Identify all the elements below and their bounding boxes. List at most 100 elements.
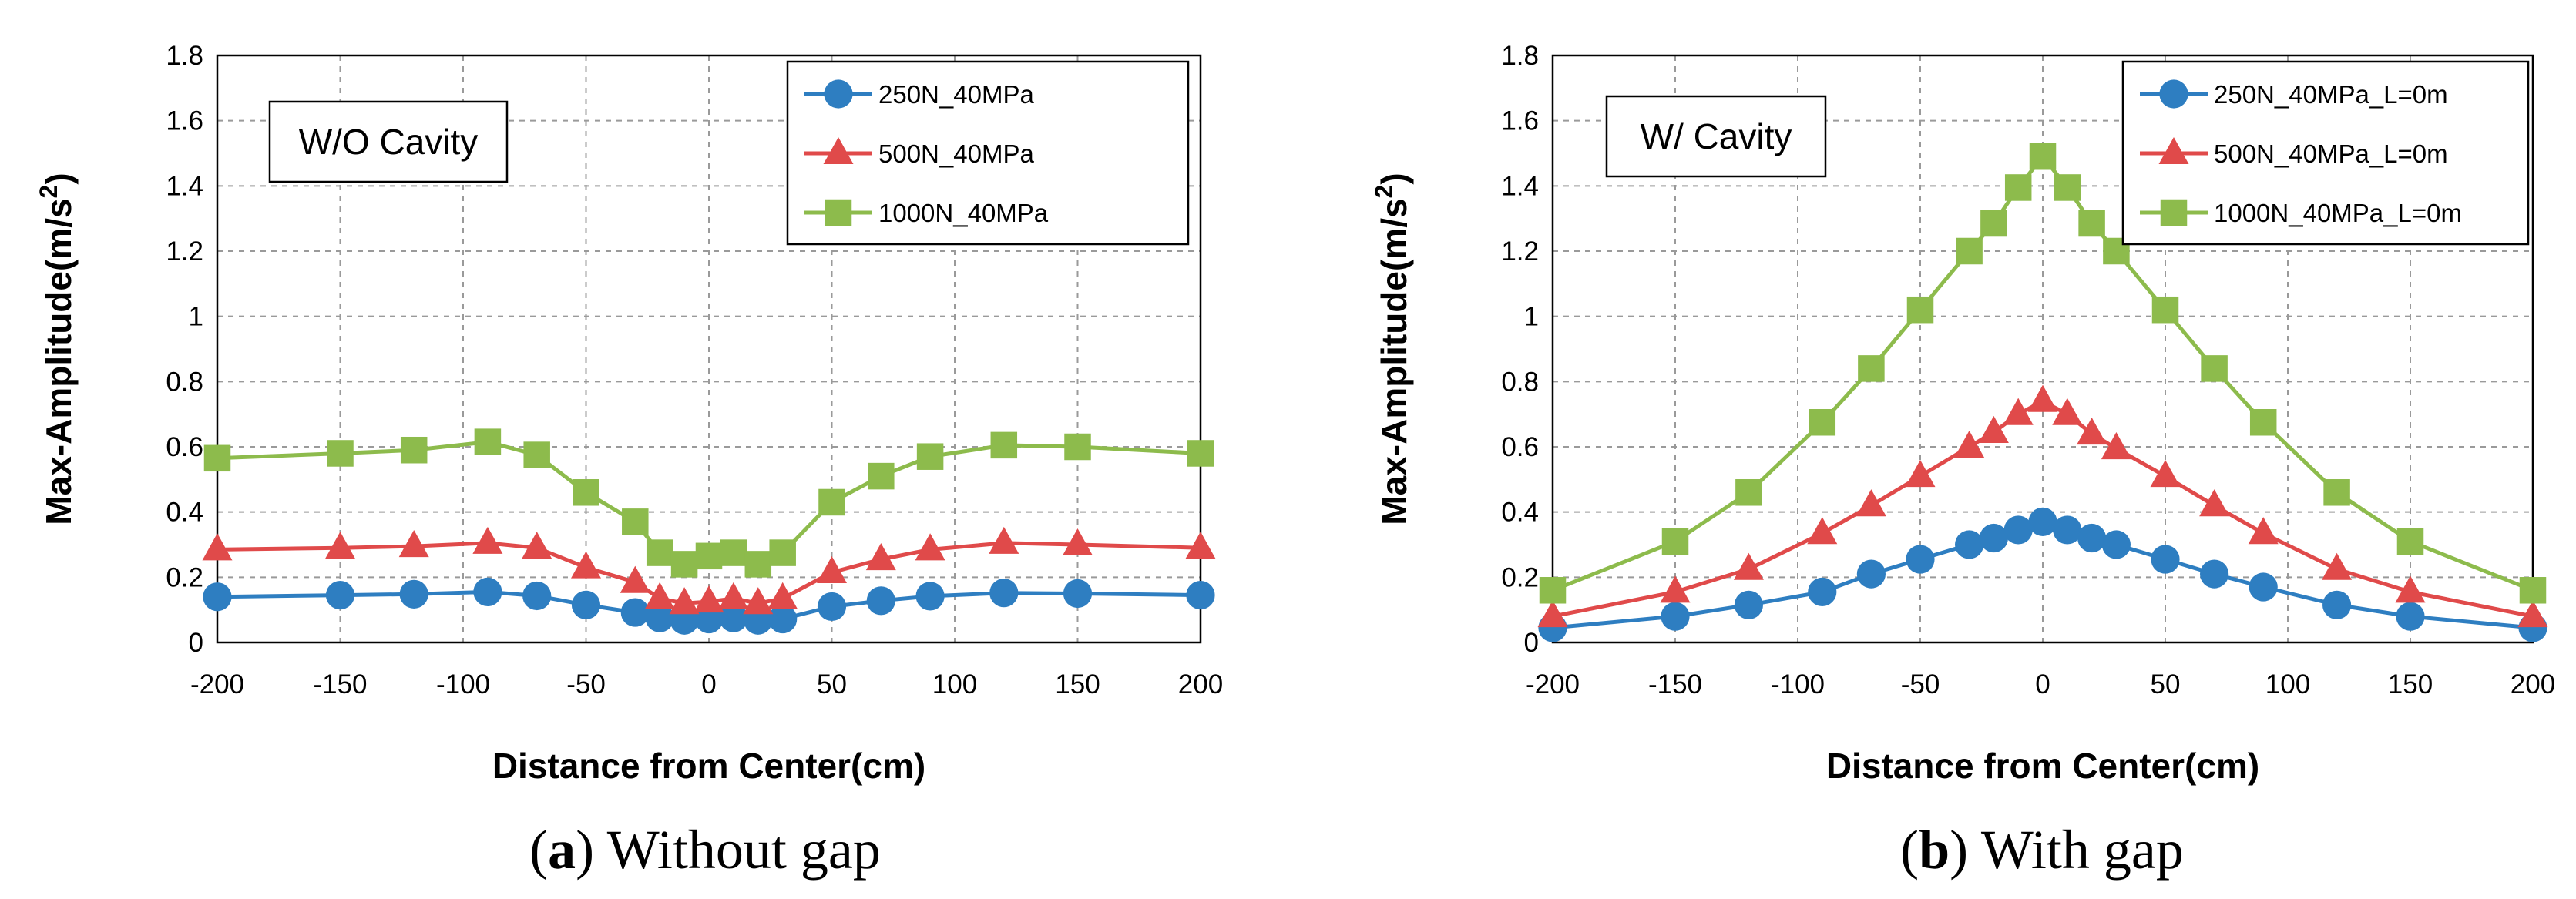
chart-1-caption-open: ( (529, 819, 548, 881)
chart-1-data-point (1063, 528, 1093, 556)
chart-2-data-point (2395, 575, 2426, 603)
chart-1-ytick-label: 0.4 (166, 498, 203, 528)
chart-1-xtick-label: -50 (566, 669, 606, 699)
chart-2-ytick-label: 1 (1524, 302, 1539, 332)
chart-2-data-point (1906, 545, 1935, 574)
chart-2-legend-label: 500N_40MPa_L=0m (2214, 139, 2448, 168)
chart-1-data-point (473, 577, 502, 606)
chart-1-data-point (622, 508, 649, 535)
chart-2-data-point (1539, 577, 1567, 604)
chart-1-data-point (645, 603, 674, 632)
chart-2-data-point (1856, 489, 1886, 517)
chart-2-data-point (2004, 174, 2032, 201)
chart-1-caption: (a) Without gap (529, 819, 881, 881)
chart-1-data-point (818, 488, 845, 516)
chart-1-data-point (522, 532, 552, 559)
chart-1-ytick-label: 0.6 (166, 432, 203, 462)
chart-2-xtick-label: -200 (1526, 669, 1580, 699)
chart-2-data-point (1735, 479, 1762, 506)
chart-2-data-point (2054, 174, 2081, 201)
chart-2-yaxis-title: Max-Amplitude(m/s2) (1370, 173, 1414, 525)
chart-2-caption: (b) With gap (1900, 819, 2184, 881)
chart-2-data-point (2150, 460, 2181, 488)
chart-2-data-point (2077, 418, 2107, 445)
chart-1-legend-label: 500N_40MPa (878, 139, 1034, 168)
chart-1-yaxis-title-end: ) (39, 173, 79, 184)
chart-2-ytick-label: 0.4 (1501, 498, 1539, 528)
chart-2-data-point (1858, 355, 1885, 382)
chart-1-data-point (990, 431, 1018, 459)
chart-1-legend-marker (825, 199, 852, 226)
chart-1-data-point (620, 598, 650, 627)
chart-1-data-point (915, 582, 945, 611)
chart-2-ytick-label: 1.8 (1501, 41, 1539, 71)
chart-1-data-point (620, 565, 650, 593)
chart-2-data-point (1955, 530, 1984, 559)
chart-2-data-point (2027, 384, 2058, 412)
chart-2: 0 0.2 0.4 0.6 0.8 1 1.2 1.4 1.6 1.8 -200 -150 -100 -5… (1370, 41, 2555, 881)
chart-2-data-point (2396, 528, 2424, 555)
chart-2-ytick-label: 1.6 (1501, 106, 1539, 136)
chart-2-ytick-label: 0.8 (1501, 367, 1539, 397)
chart-2-data-point (1856, 559, 1886, 589)
chart-1-caption-letter: a (548, 819, 576, 881)
chart-1-yaxis-title-main: Max-Amplitude(m/s (39, 198, 79, 525)
chart-2-data-point (1980, 210, 2007, 237)
chart-1-data-point (669, 587, 700, 615)
chart-1-data-point (695, 542, 723, 570)
chart-1-xtick-label: 200 (1178, 669, 1223, 699)
chart-1: 0 0.2 0.4 0.6 0.8 1 1.2 1.4 1.6 1.8 -200 -150 -100 -5… (35, 41, 1223, 881)
chart-1-data-point (719, 603, 748, 632)
chart-2-xtick-label: -150 (1648, 669, 1702, 699)
chart-1-data-point (817, 555, 847, 584)
chart-2-yaxis-title-main: Max-Amplitude(m/s (1374, 198, 1414, 525)
chart-1-data-point (202, 533, 233, 561)
chart-2-data-point (2519, 577, 2547, 604)
chart-1-data-point (743, 587, 774, 615)
chart-2-legend-marker (2160, 199, 2188, 226)
chart-2-ytick-label: 1.2 (1501, 236, 1539, 267)
chart-1-data-point (523, 441, 550, 468)
chart-1-data-point (865, 542, 896, 571)
chart-2-data-point (2029, 143, 2057, 170)
chart-1-series-3 (203, 428, 1214, 578)
chart-1-data-point (694, 585, 724, 613)
chart-1-data-point (1064, 433, 1091, 461)
chart-2-data-point (2200, 559, 2229, 589)
chart-2-data-point (1661, 528, 1689, 555)
chart-1-legend-marker (824, 79, 853, 109)
chart-1-data-point (398, 530, 429, 558)
chart-1-xtick-label: 100 (932, 669, 977, 699)
chart-2-data-point (2151, 545, 2180, 574)
chart-2-xtick-label: 200 (2511, 669, 2555, 699)
chart-2-series-3 (1539, 143, 2547, 604)
chart-1-data-point (1187, 440, 1214, 467)
chart-2-data-point (2396, 602, 2425, 631)
chart-2-legend: 250N_40MPa_L=0m 500N_40MPa_L=0m 1000N_40MP… (2121, 60, 2530, 246)
chart-1-data-point (817, 592, 847, 622)
chart-1-data-point (718, 582, 749, 609)
chart-1-xtick-label: 0 (701, 669, 716, 699)
chart-1-data-point (472, 526, 503, 554)
chart-1-xaxis-title: Distance from Center(cm) (492, 746, 925, 786)
chart-1-data-point (767, 582, 798, 609)
chart-1-ytick-label: 1.4 (166, 171, 203, 201)
chart-2-data-point (1808, 577, 1837, 606)
chart-1-legend-label: 250N_40MPa (878, 80, 1034, 109)
chart-2-data-point (1807, 517, 1838, 545)
chart-1-series-2 (202, 526, 1216, 615)
chart-2-data-point (2322, 552, 2353, 580)
chart-1-data-point (399, 579, 428, 609)
chart-2-data-point (1905, 460, 1936, 488)
chart-1-data-point (768, 604, 798, 634)
chart-2-xtick-label: 100 (2265, 669, 2310, 699)
chart-1-ytick-label: 1.2 (166, 236, 203, 267)
chart-2-xtick-label: 0 (2035, 669, 2050, 699)
chart-2-data-point (2003, 515, 2033, 545)
chart-1-data-point (400, 436, 428, 464)
chart-1-plot-frame (216, 54, 1202, 644)
chart-1-data-point (769, 539, 796, 566)
chart-1-ytick-label: 1 (189, 302, 203, 332)
chart-1-annotation-box (268, 100, 509, 183)
chart-2-xaxis-title: Distance from Center(cm) (1826, 746, 2259, 786)
